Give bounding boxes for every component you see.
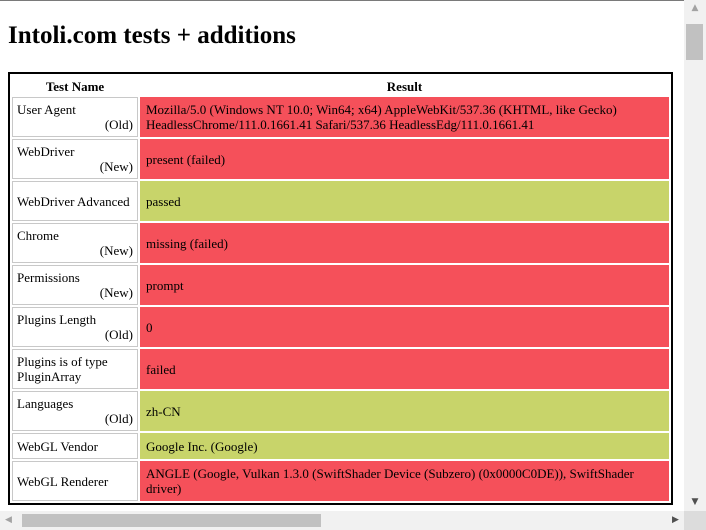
scroll-left-icon[interactable]: ◀	[5, 515, 12, 525]
table-row: Plugins Length (Old) 0	[12, 307, 669, 347]
scrollbar-corner	[684, 511, 706, 530]
vertical-scroll-thumb[interactable]	[686, 24, 703, 60]
test-name-cell: Plugins Length (Old)	[12, 307, 138, 347]
results-table: Test Name Result User Agent (Old) Mozill…	[8, 72, 673, 505]
header-result: Result	[386, 79, 423, 94]
test-name-cell: WebGL Renderer	[12, 461, 138, 501]
test-name-cell: WebGL Vendor	[12, 433, 138, 459]
horizontal-scrollbar[interactable]: ◀ ▶	[0, 511, 684, 530]
test-name-cell: WebDriver Advanced	[12, 181, 138, 221]
test-name-cell: Permissions (New)	[12, 265, 138, 305]
result-cell: passed	[140, 181, 669, 221]
scroll-up-icon[interactable]: ▲	[691, 3, 699, 13]
table-row: WebDriver Advanced passed	[12, 181, 669, 221]
test-name-cell: WebDriver (New)	[12, 139, 138, 179]
table-row: Languages (Old) zh-CN	[12, 391, 669, 431]
window-top-border	[0, 0, 684, 1]
result-cell: 0	[140, 307, 669, 347]
test-name-cell: User Agent (Old)	[12, 97, 138, 137]
test-name-cell: Languages (Old)	[12, 391, 138, 431]
header-row: Test Name Result	[12, 76, 669, 95]
page-title: Intoli.com tests + additions	[8, 22, 296, 49]
test-tag: (Old)	[104, 327, 133, 342]
result-cell: prompt	[140, 265, 669, 305]
result-cell: Mozilla/5.0 (Windows NT 10.0; Win64; x64…	[140, 97, 669, 137]
test-name: Languages	[17, 396, 74, 411]
page-viewport: Intoli.com tests + additions Test Name R…	[0, 0, 684, 505]
test-name: WebDriver	[17, 144, 75, 159]
test-tag: (New)	[99, 285, 133, 300]
result-cell: ANGLE (Google, Vulkan 1.3.0 (SwiftShader…	[140, 461, 669, 501]
test-name: WebGL Vendor	[17, 438, 98, 454]
test-name-cell: Chrome (New)	[12, 223, 138, 263]
result-cell: Google Inc. (Google)	[140, 433, 669, 459]
test-name: User Agent	[17, 102, 76, 117]
test-name: Permissions	[17, 270, 80, 285]
test-name: Plugins Length	[17, 312, 97, 327]
scroll-right-icon[interactable]: ▶	[672, 515, 679, 525]
test-name: Chrome	[17, 228, 59, 243]
test-tag: (Old)	[104, 411, 133, 426]
test-name-cell: Plugins is of type PluginArray	[12, 349, 138, 389]
vertical-scrollbar[interactable]: ▲ ▼	[684, 0, 706, 511]
horizontal-scroll-thumb[interactable]	[22, 514, 321, 527]
table-row: WebGL Vendor Google Inc. (Google)	[12, 433, 669, 459]
table-row: Chrome (New) missing (failed)	[12, 223, 669, 263]
scroll-down-icon[interactable]: ▼	[691, 497, 699, 507]
table-row: User Agent (Old) Mozilla/5.0 (Windows NT…	[12, 97, 669, 137]
test-tag: (New)	[99, 159, 133, 174]
test-tag: (Old)	[104, 117, 133, 132]
result-cell: zh-CN	[140, 391, 669, 431]
test-tag: (New)	[99, 243, 133, 258]
header-test-name: Test Name	[45, 79, 105, 94]
test-name: WebGL Renderer	[17, 473, 109, 489]
result-cell: missing (failed)	[140, 223, 669, 263]
result-cell: present (failed)	[140, 139, 669, 179]
result-cell: failed	[140, 349, 669, 389]
table-row: Plugins is of type PluginArray failed	[12, 349, 669, 389]
test-name: Plugins is of type PluginArray	[17, 354, 108, 384]
table-row: WebDriver (New) present (failed)	[12, 139, 669, 179]
table-row: Permissions (New) prompt	[12, 265, 669, 305]
table-row: WebGL Renderer ANGLE (Google, Vulkan 1.3…	[12, 461, 669, 501]
test-name: WebDriver Advanced	[17, 193, 130, 209]
